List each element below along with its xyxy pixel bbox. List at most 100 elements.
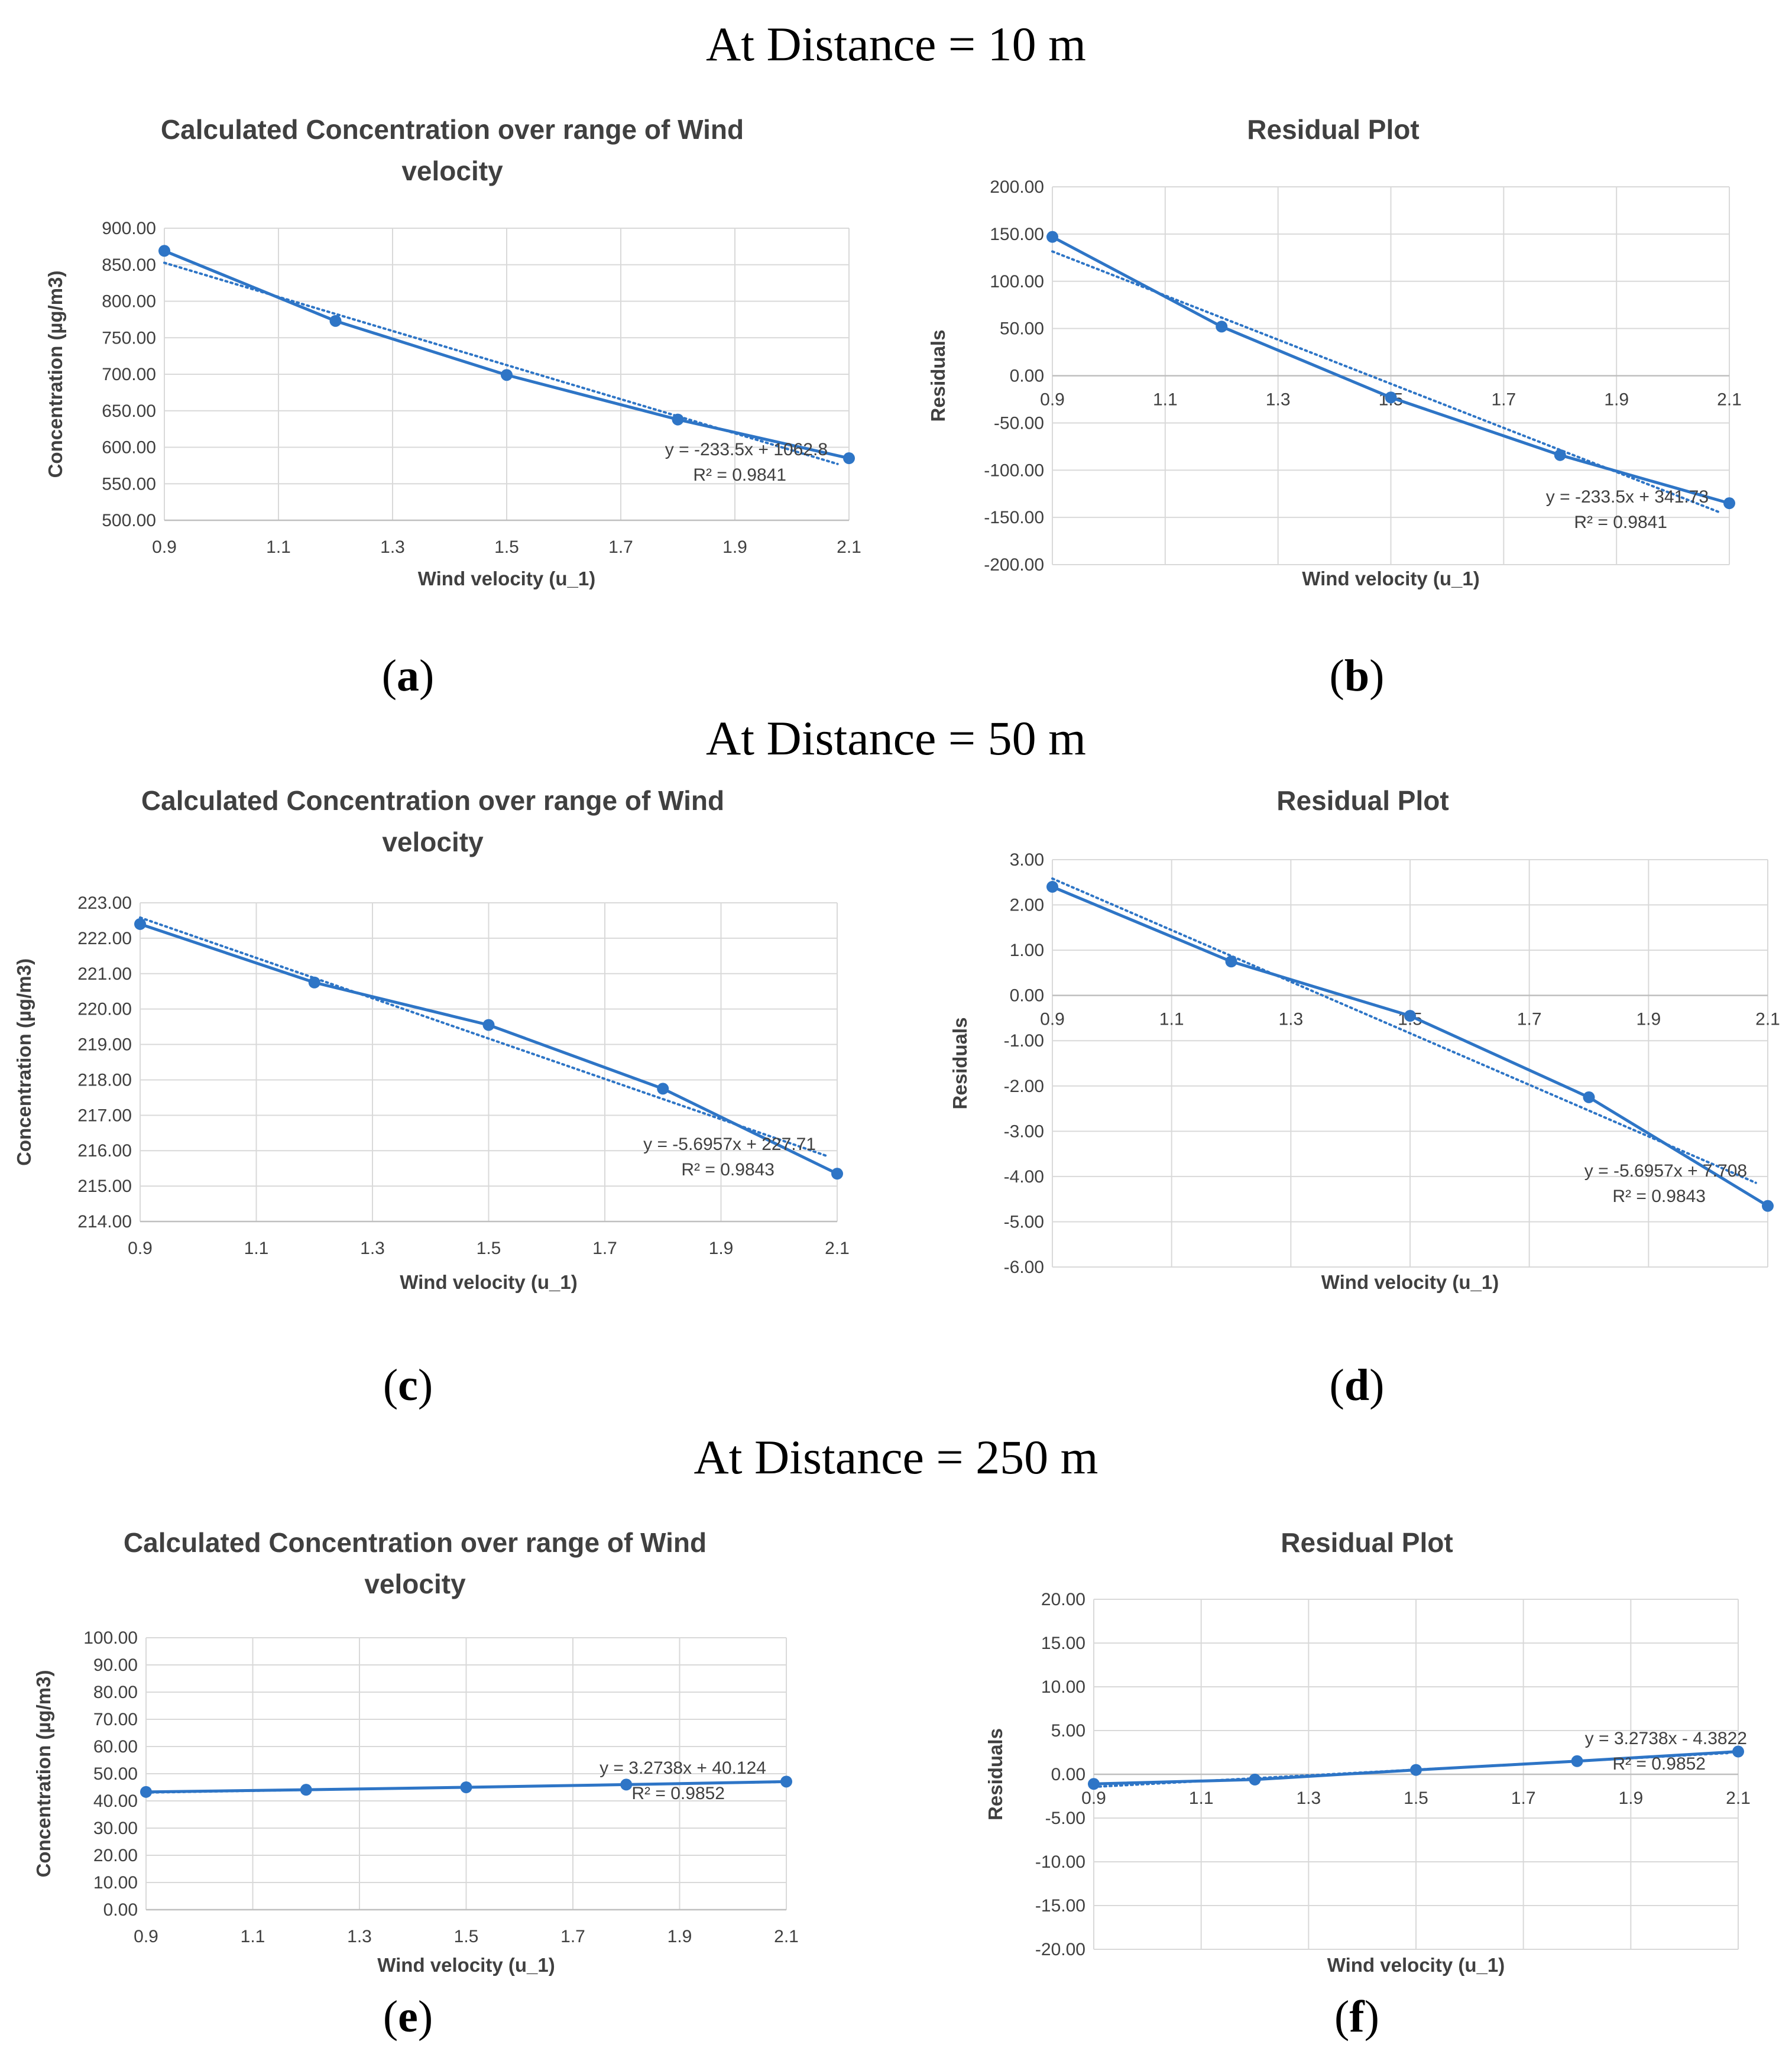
x-tick-label: 2.1 — [1717, 390, 1742, 410]
y-axis-title: Residuals — [984, 1728, 1006, 1820]
panel-label-a: (a) — [381, 651, 435, 701]
x-tick-label: 1.1 — [266, 537, 291, 557]
y-tick-label: 215.00 — [77, 1177, 132, 1196]
y-tick-label: 60.00 — [93, 1737, 138, 1757]
chart-title: Calculated Concentration over range of W… — [141, 785, 724, 816]
x-tick-label: 1.7 — [592, 1239, 617, 1258]
trendline-r2: R² = 0.9841 — [1574, 513, 1667, 532]
heading-distance-50: At Distance = 50 m — [706, 711, 1086, 765]
y-tick-label: 217.00 — [77, 1106, 132, 1125]
y-tick-label: 750.00 — [102, 328, 156, 348]
chart-title: Residual Plot — [1281, 1527, 1453, 1558]
panel-label-b: (b) — [1329, 651, 1385, 701]
y-tick-label: 3.00 — [1010, 850, 1044, 870]
x-tick-label: 2.1 — [774, 1927, 799, 1946]
trendline-r2: R² = 0.9852 — [631, 1784, 725, 1803]
panel-label-d: (d) — [1329, 1360, 1385, 1410]
data-point — [672, 413, 684, 426]
y-tick-label: -5.00 — [1004, 1212, 1044, 1232]
x-tick-label: 1.3 — [360, 1239, 385, 1258]
y-tick-label: 40.00 — [93, 1791, 138, 1811]
x-tick-label: 0.9 — [134, 1927, 158, 1946]
x-axis-title: Wind velocity (u_1) — [377, 1954, 555, 1976]
x-tick-label: 0.9 — [128, 1239, 153, 1258]
trendline-equation: y = -233.5x + 1062.8 — [665, 440, 828, 459]
y-tick-label: 70.00 — [93, 1710, 138, 1729]
x-tick-label: 1.3 — [1278, 1010, 1303, 1029]
trendline-r2: R² = 0.9852 — [1612, 1754, 1706, 1774]
x-tick-label: 2.1 — [1726, 1788, 1751, 1808]
x-tick-label: 1.7 — [1491, 390, 1516, 410]
panel-label-e: (e) — [383, 1992, 433, 2042]
y-tick-label: 90.00 — [93, 1655, 138, 1675]
y-tick-label: 223.00 — [77, 893, 132, 913]
x-axis-title: Wind velocity (u_1) — [1302, 568, 1479, 589]
heading-distance-250: At Distance = 250 m — [694, 1430, 1098, 1484]
x-tick-label: 1.9 — [1618, 1788, 1643, 1808]
data-point — [134, 918, 146, 930]
y-tick-label: 0.00 — [1010, 986, 1044, 1006]
chart-title: velocity — [364, 1569, 466, 1599]
data-point — [843, 452, 855, 465]
x-tick-label: 1.7 — [1511, 1788, 1536, 1808]
x-tick-label: 1.3 — [347, 1927, 372, 1946]
x-tick-label: 1.1 — [1189, 1788, 1214, 1808]
y-tick-label: 30.00 — [93, 1819, 138, 1838]
y-tick-label: 10.00 — [1041, 1677, 1085, 1697]
x-tick-label: 0.9 — [152, 537, 177, 557]
x-axis-title: Wind velocity (u_1) — [1321, 1271, 1499, 1293]
y-tick-label: -6.00 — [1004, 1258, 1044, 1277]
x-tick-label: 1.9 — [709, 1239, 734, 1258]
y-tick-label: 550.00 — [102, 474, 156, 494]
y-tick-label: -10.00 — [1035, 1852, 1085, 1872]
data-point — [140, 1786, 152, 1798]
y-tick-label: 1.00 — [1010, 941, 1044, 960]
x-tick-label: 2.1 — [1755, 1010, 1780, 1029]
x-tick-label: 1.3 — [1296, 1788, 1321, 1808]
x-axis-title: Wind velocity (u_1) — [418, 568, 595, 589]
data-point — [620, 1778, 633, 1791]
x-tick-label: 1.7 — [1517, 1010, 1542, 1029]
panel-label-c: (c) — [383, 1360, 433, 1410]
trendline-equation: y = 3.2738x - 4.3822 — [1585, 1729, 1747, 1748]
data-point — [1088, 1778, 1100, 1790]
x-tick-label: 1.1 — [1159, 1010, 1184, 1029]
y-axis-title: Concentration (µg/m3) — [33, 1670, 54, 1878]
y-tick-label: -3.00 — [1004, 1122, 1044, 1141]
trendline-equation: y = -5.6957x + 227.71 — [643, 1135, 816, 1154]
x-tick-label: 1.5 — [494, 537, 519, 557]
y-tick-label: 219.00 — [77, 1035, 132, 1055]
data-point — [1385, 391, 1397, 404]
y-tick-label: 221.00 — [77, 964, 132, 984]
y-tick-label: 5.00 — [1051, 1721, 1085, 1741]
x-tick-label: 1.9 — [1604, 390, 1629, 410]
x-tick-label: 1.9 — [667, 1927, 692, 1946]
x-tick-label: 0.9 — [1081, 1788, 1106, 1808]
panel-label-f: (f) — [1334, 1992, 1379, 2042]
data-point — [501, 369, 513, 381]
chart-b: Residual Plot -200.00 -150.00 -100.00 -50.00… — [927, 114, 1742, 589]
y-tick-label: 700.00 — [102, 365, 156, 384]
y-tick-label: 500.00 — [102, 511, 156, 530]
y-tick-label: -15.00 — [1035, 1896, 1085, 1916]
x-tick-label: 1.1 — [241, 1927, 265, 1946]
x-tick-label: 1.5 — [454, 1927, 479, 1946]
data-point — [1554, 449, 1566, 461]
trendline-r2: R² = 0.9843 — [681, 1160, 775, 1180]
y-tick-label: 0.00 — [1010, 367, 1044, 386]
data-point — [1046, 880, 1058, 893]
y-tick-label: 150.00 — [990, 225, 1044, 244]
data-point — [1723, 497, 1735, 510]
data-point — [300, 1784, 312, 1796]
y-tick-label: 214.00 — [77, 1212, 132, 1232]
x-tick-label: 1.1 — [1153, 390, 1178, 410]
x-tick-label: 1.5 — [477, 1239, 501, 1258]
y-tick-label: 218.00 — [77, 1070, 132, 1090]
chart-title: Calculated Concentration over range of W… — [161, 114, 744, 145]
data-point — [1571, 1755, 1583, 1767]
chart-title: Residual Plot — [1247, 114, 1419, 145]
chart-title: Calculated Concentration over range of W… — [124, 1527, 707, 1558]
chart-a: Calculated Concentration over range of W… — [44, 114, 861, 589]
data-point — [1249, 1773, 1261, 1786]
data-point — [1404, 1010, 1416, 1022]
